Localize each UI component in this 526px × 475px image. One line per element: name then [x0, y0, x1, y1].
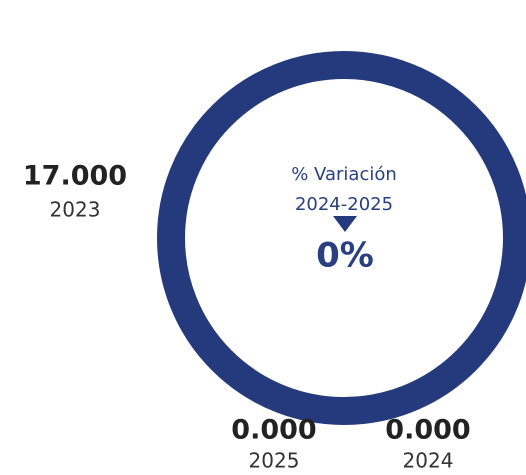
center-period: 2024-2025 — [295, 194, 393, 215]
stat-year: 2024 — [403, 449, 454, 473]
center-label: % Variación — [291, 164, 397, 185]
down-arrow — [333, 216, 357, 232]
center-change: 0% — [316, 236, 374, 276]
stat-value: 0.000 — [385, 415, 470, 446]
stat-value: 17.000 — [23, 161, 127, 192]
ring — [157, 51, 526, 425]
stat-value: 0.000 — [231, 415, 316, 446]
stat-year: 2023 — [50, 198, 101, 222]
stat-year: 2025 — [249, 449, 300, 473]
